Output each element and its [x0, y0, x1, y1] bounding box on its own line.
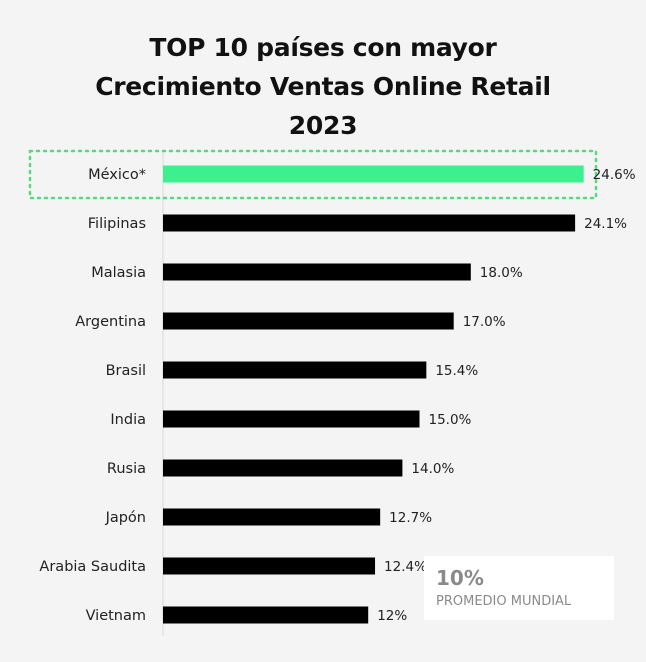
value-label: 24.1%	[584, 216, 627, 232]
world-average-callout: 10% PROMEDIO MUNDIAL	[424, 556, 614, 620]
value-label: 14.0%	[411, 461, 454, 477]
category-label: India	[110, 412, 146, 428]
category-label: Rusia	[107, 461, 146, 477]
value-label: 12.4%	[384, 559, 427, 575]
value-label: 24.6%	[593, 167, 636, 183]
category-label: Filipinas	[88, 216, 146, 232]
category-label: Argentina	[75, 314, 146, 330]
value-label: 18.0%	[480, 265, 523, 281]
value-label: 15.0%	[429, 412, 472, 428]
value-label: 12%	[377, 608, 407, 624]
world-average-value: 10%	[436, 566, 484, 590]
bar	[163, 606, 369, 624]
bar	[163, 459, 403, 477]
category-label: Arabia Saudita	[39, 559, 146, 575]
bar	[163, 361, 427, 379]
chart-title-line-3: 2023	[288, 111, 358, 140]
chart-title: TOP 10 países con mayor Crecimiento Vent…	[0, 28, 646, 145]
bar	[163, 557, 376, 575]
bar	[163, 165, 584, 183]
bar	[163, 214, 576, 232]
chart-title-line-2: Crecimiento Ventas Online Retail	[95, 72, 551, 101]
highlight-outline	[28, 149, 598, 200]
world-average-label: PROMEDIO MUNDIAL	[436, 594, 572, 609]
bar	[163, 508, 381, 526]
chart-title-line-1: TOP 10 países con mayor	[149, 33, 497, 62]
value-label: 12.7%	[389, 510, 432, 526]
value-label: 15.4%	[435, 363, 478, 379]
bar	[163, 263, 471, 281]
category-label: Japón	[105, 510, 146, 526]
category-label: México*	[88, 167, 146, 183]
value-label: 17.0%	[463, 314, 506, 330]
category-label: Brasil	[106, 363, 146, 379]
category-label: Malasia	[91, 265, 146, 281]
bar	[163, 410, 420, 428]
bar	[163, 312, 454, 330]
category-label: Vietnam	[86, 608, 146, 624]
